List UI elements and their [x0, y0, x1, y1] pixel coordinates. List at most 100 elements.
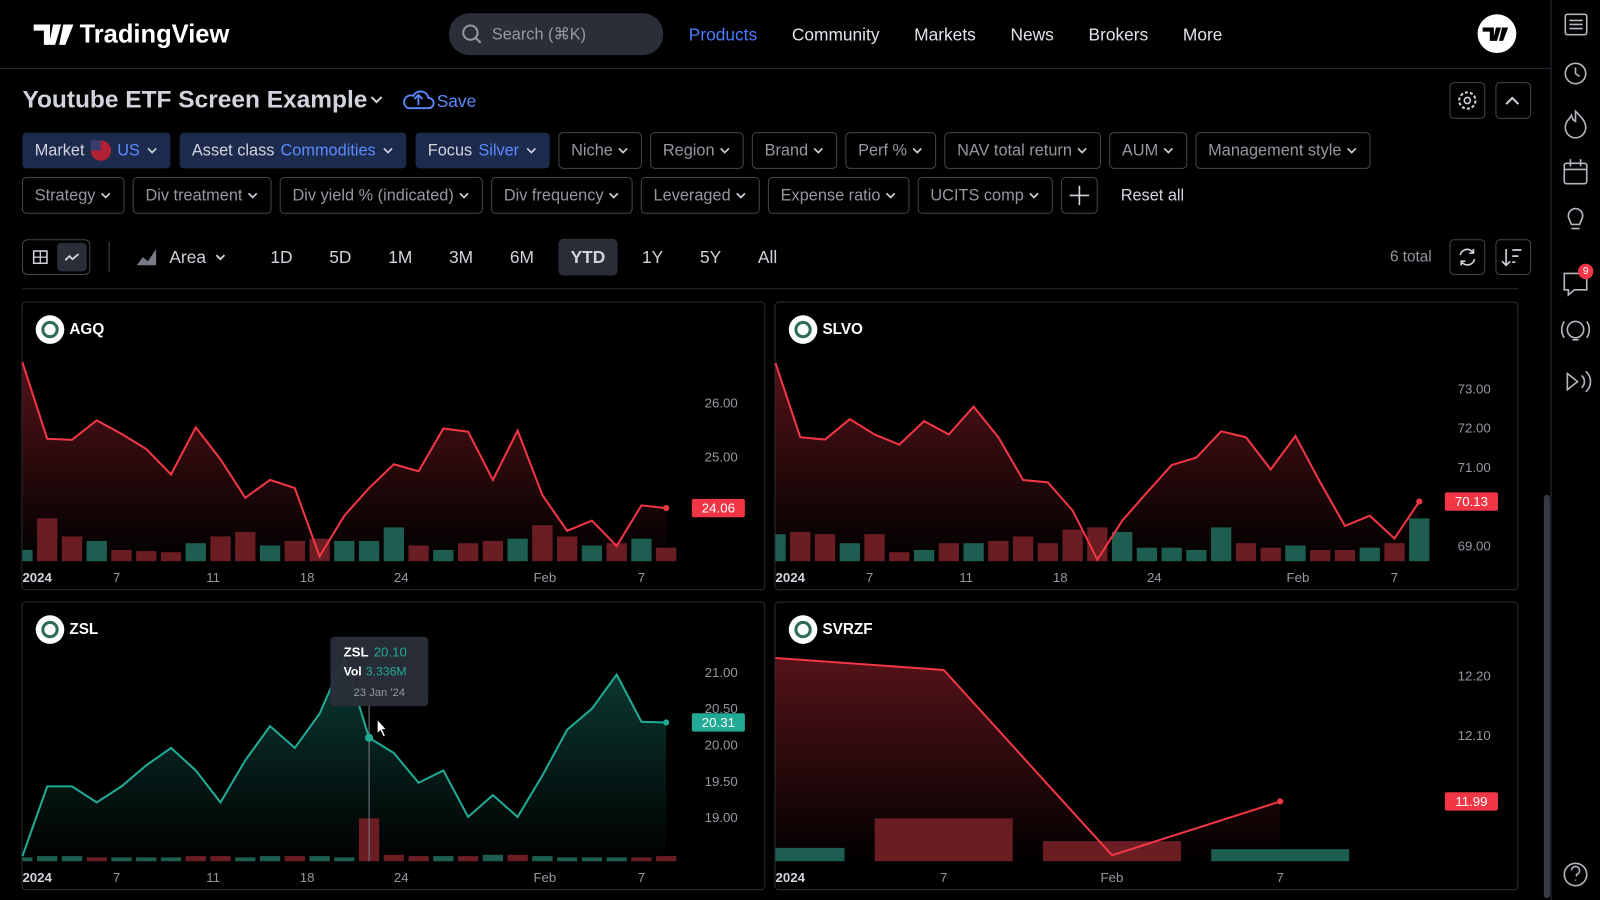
filter-chip[interactable]: Brand: [751, 132, 838, 169]
volume-bar: [284, 540, 305, 562]
chevron: [1029, 192, 1039, 199]
period-button[interactable]: All: [746, 239, 790, 276]
ticker-logo-mark: [794, 620, 812, 639]
volume-bar: [37, 856, 58, 862]
volume-bar: [482, 854, 504, 862]
period-button[interactable]: 1D: [258, 239, 305, 276]
settings-button[interactable]: [1449, 82, 1486, 119]
watchlist-icon[interactable]: [1564, 13, 1588, 36]
volume-bar: [790, 531, 811, 562]
chevron: [215, 254, 226, 261]
nav-item[interactable]: News: [1010, 25, 1054, 45]
badge-count: 9: [1583, 266, 1589, 277]
x-tick-label: 7: [113, 570, 120, 585]
filter-chip[interactable]: Market US: [22, 132, 171, 169]
volume-bar: [358, 540, 380, 562]
volume-bar: [814, 534, 836, 562]
chevron: [912, 147, 922, 154]
nav-item[interactable]: Community: [792, 25, 880, 45]
period-button[interactable]: YTD: [558, 238, 618, 276]
filter-chip[interactable]: Focus Silver: [415, 132, 550, 169]
filter-chip[interactable]: Niche: [558, 132, 642, 169]
logo[interactable]: TradingView: [33, 21, 230, 49]
x-tick-label: 18: [1053, 570, 1068, 585]
chevron: [147, 147, 157, 154]
filter-chip[interactable]: Asset class Commodities: [179, 132, 407, 169]
y-tick-label: 72.00: [1458, 421, 1491, 436]
chevron: [1077, 147, 1087, 154]
refresh-button[interactable]: [1449, 239, 1486, 275]
save-icon[interactable]: [403, 90, 435, 110]
last-point: [663, 719, 670, 726]
chip-value: Commodities: [281, 142, 376, 160]
chart-panel: SVRZF 12.20 12.10 2024 7 Feb 7 11.99: [774, 601, 1519, 891]
streams-icon[interactable]: [1566, 320, 1585, 339]
volume-bar: [581, 857, 603, 862]
alerts-icon[interactable]: [1564, 62, 1587, 85]
period-button[interactable]: 3M: [437, 239, 486, 276]
period-button[interactable]: 1M: [376, 239, 425, 276]
save-button[interactable]: Save: [437, 91, 477, 111]
help-mark: [1570, 865, 1581, 881]
nav-item[interactable]: Brokers: [1089, 25, 1149, 45]
nav-item[interactable]: Products: [689, 25, 758, 45]
filter-chip[interactable]: Perf %: [845, 132, 937, 169]
gear-icon: [1463, 96, 1472, 105]
reset-button[interactable]: Reset all: [1121, 186, 1184, 204]
area-fill: [775, 658, 1281, 862]
filter-chip[interactable]: Region: [650, 132, 744, 169]
volume-bar: [37, 518, 58, 562]
help-icon[interactable]: [1563, 862, 1588, 887]
collapse-button[interactable]: [1495, 82, 1532, 119]
sort-button[interactable]: [1495, 239, 1532, 275]
x-tick-label: 11: [959, 570, 973, 585]
filter-chip[interactable]: NAV total return: [944, 132, 1101, 169]
hotlist-icon[interactable]: [1564, 109, 1587, 139]
volume-bar: [235, 857, 256, 862]
nav-item[interactable]: Markets: [914, 25, 976, 45]
filter-chip[interactable]: Div frequency: [491, 177, 633, 214]
y-tick-label: 12.10: [1458, 728, 1491, 743]
y-tick-label: 12.20: [1458, 668, 1491, 683]
chevron: [720, 147, 730, 154]
refresh-icon: [1459, 248, 1476, 266]
filter-chip[interactable]: Expense ratio: [767, 177, 910, 214]
add-filter-button[interactable]: [1061, 177, 1098, 214]
period-button[interactable]: 1Y: [630, 239, 676, 276]
chip-label: Div treatment: [145, 186, 242, 204]
ideas-icon[interactable]: [1567, 207, 1584, 230]
chevron: [813, 147, 823, 154]
view-chart-active[interactable]: [57, 242, 87, 272]
volume-bar: [259, 545, 281, 562]
filter-chip[interactable]: Div yield % (indicated): [279, 177, 483, 214]
chip-background: [917, 177, 1053, 214]
search-icon: [462, 24, 479, 41]
filter-chip[interactable]: Leveraged: [640, 177, 760, 214]
x-tick-label: 2024: [22, 570, 52, 585]
volume-bar: [185, 856, 206, 862]
calendar-icon[interactable]: [1563, 162, 1588, 185]
replay-icon[interactable]: [1566, 370, 1592, 393]
volume-bar: [1012, 536, 1034, 562]
chart-style[interactable]: Area: [169, 247, 206, 267]
volume-bar: [1334, 549, 1356, 562]
period-button[interactable]: 5Y: [688, 239, 734, 276]
period-button[interactable]: 6M: [498, 239, 547, 276]
filter-chip[interactable]: UCITS comp: [917, 177, 1053, 214]
nav-item[interactable]: More: [1183, 25, 1222, 45]
chevron: [1347, 147, 1357, 154]
search[interactable]: Search (⌘K): [448, 13, 664, 56]
chip-background: [21, 177, 125, 214]
scrollbar[interactable]: [1543, 494, 1550, 898]
badge: [1578, 263, 1594, 280]
period-button[interactable]: 5D: [317, 239, 364, 276]
filter-chip[interactable]: Strategy: [21, 177, 125, 214]
filter-chip[interactable]: Management style: [1195, 132, 1371, 169]
chevron[interactable]: [370, 96, 383, 104]
volume-bar: [136, 857, 157, 862]
caret-icon: [1505, 96, 1520, 105]
area-icon[interactable]: [136, 248, 157, 266]
view-toggle[interactable]: [21, 239, 91, 275]
filter-chip[interactable]: AUM: [1109, 132, 1188, 169]
filter-chip[interactable]: Div treatment: [132, 177, 272, 214]
